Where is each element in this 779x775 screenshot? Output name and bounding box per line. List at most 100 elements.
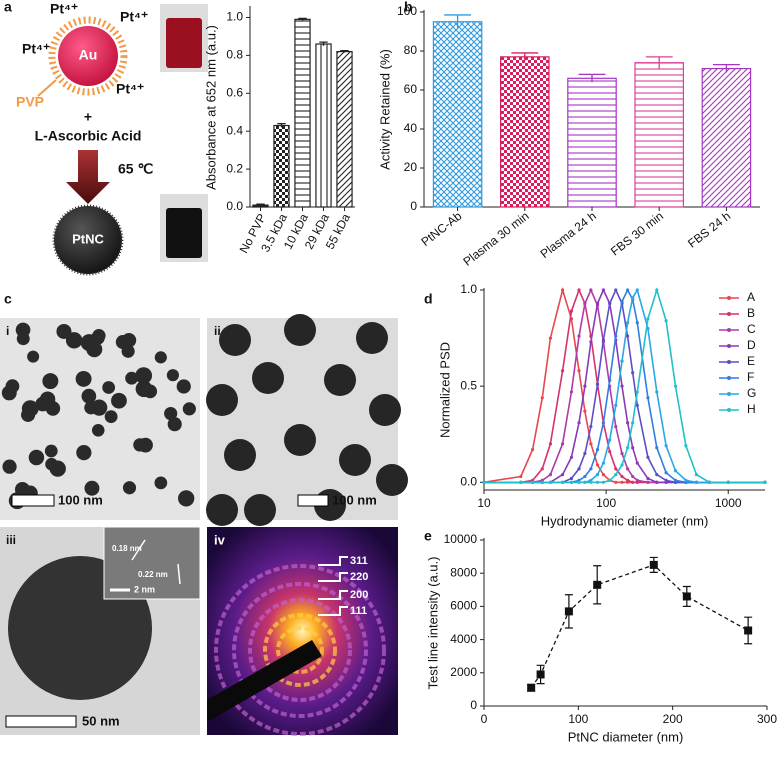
bar [315, 43, 332, 208]
error-bar [444, 14, 472, 29]
nanoparticle [206, 384, 238, 416]
point [608, 449, 612, 454]
point [608, 378, 612, 382]
legend-marker [727, 344, 731, 348]
point [614, 403, 618, 407]
x-tick-label: FBS 24 h [685, 209, 733, 251]
nanoparticle [1, 385, 17, 401]
y-tick-label: 0 [410, 199, 417, 213]
schematic: Au Pt⁴⁺ Pt⁴⁺ Pt⁴⁺ Pt⁴⁺ PVP + L-Ascorbic … [16, 1, 208, 276]
legend-label: D [747, 338, 756, 352]
point [601, 480, 605, 484]
plane-label: 311 [350, 555, 368, 567]
point [601, 461, 605, 465]
x-tick-label: FBS 30 min [608, 209, 666, 259]
point [673, 469, 678, 473]
y-tick-label: 1.0 [460, 282, 477, 296]
nanoparticle [90, 331, 105, 345]
point [595, 473, 600, 477]
error-bar [511, 52, 539, 61]
point [530, 448, 535, 452]
nanoparticle [2, 459, 17, 474]
point [763, 480, 767, 484]
point [655, 480, 659, 484]
nanoparticle [166, 369, 179, 382]
point [560, 369, 565, 373]
point [614, 473, 618, 477]
x-axis-label: Hydrodynamic diameter (nm) [541, 513, 709, 528]
hrtem-inset [103, 526, 201, 600]
point [655, 446, 659, 450]
x-tick-label: 0 [481, 712, 488, 726]
nanoparticle [178, 490, 195, 507]
point [548, 473, 553, 477]
point [583, 451, 587, 456]
series-line [484, 288, 765, 484]
point [614, 424, 618, 429]
point [608, 478, 612, 482]
point [589, 424, 593, 429]
point [744, 626, 753, 635]
plane-marker [318, 572, 348, 582]
panel-label: c [4, 291, 12, 307]
y-axis-label: Absorbance at 652 nm (a.u.) [203, 25, 218, 190]
point [583, 409, 587, 413]
legend-marker [727, 360, 731, 364]
x-tick-label: Plasma 24 h [538, 209, 599, 261]
bar [432, 21, 483, 208]
error-bar [645, 56, 673, 69]
point [635, 288, 639, 292]
point [569, 390, 574, 394]
bar [273, 124, 290, 208]
nanoparticle [42, 373, 59, 390]
point [673, 478, 678, 482]
point [583, 480, 587, 484]
point [595, 382, 600, 386]
nanoparticle [284, 314, 316, 346]
point [626, 467, 630, 471]
point [635, 461, 639, 465]
point [577, 467, 581, 471]
nanoparticle [21, 407, 36, 422]
plane-marker [318, 556, 348, 566]
y-tick-label: 0.0 [460, 474, 477, 488]
diffraction-ring [232, 582, 368, 718]
point [620, 384, 624, 388]
reaction-arrow [66, 150, 110, 204]
point [694, 480, 699, 484]
point [601, 288, 605, 292]
legend-marker [727, 312, 731, 316]
point [631, 421, 635, 425]
diffraction-ring [276, 626, 324, 674]
point [548, 442, 553, 446]
point [560, 473, 565, 477]
x-tick-label: 100 [596, 496, 616, 510]
image-label: iii [6, 533, 16, 547]
bar [294, 18, 311, 208]
point [560, 288, 565, 292]
x-axis-label: PtNC diameter (nm) [568, 729, 684, 744]
nanoparticle [104, 410, 118, 424]
point [626, 321, 630, 325]
point [620, 480, 624, 484]
bar [567, 77, 617, 208]
point [620, 451, 624, 456]
point [631, 371, 635, 375]
vial [166, 208, 202, 258]
point [569, 309, 574, 313]
x-tick-label: 100 [568, 712, 588, 726]
plus: + [84, 109, 92, 125]
y-tick-label: 2000 [450, 665, 477, 679]
point [626, 334, 630, 338]
point [646, 396, 650, 400]
point [646, 476, 650, 481]
point [577, 421, 581, 425]
nanoparticle [122, 481, 137, 495]
point [626, 288, 630, 292]
scale-label: 100 nm [58, 492, 103, 507]
scale-bar [5, 715, 77, 728]
point [589, 288, 593, 292]
nanoparticle [133, 438, 147, 452]
nanoparticle [44, 444, 58, 458]
panel-label: d [424, 291, 433, 307]
